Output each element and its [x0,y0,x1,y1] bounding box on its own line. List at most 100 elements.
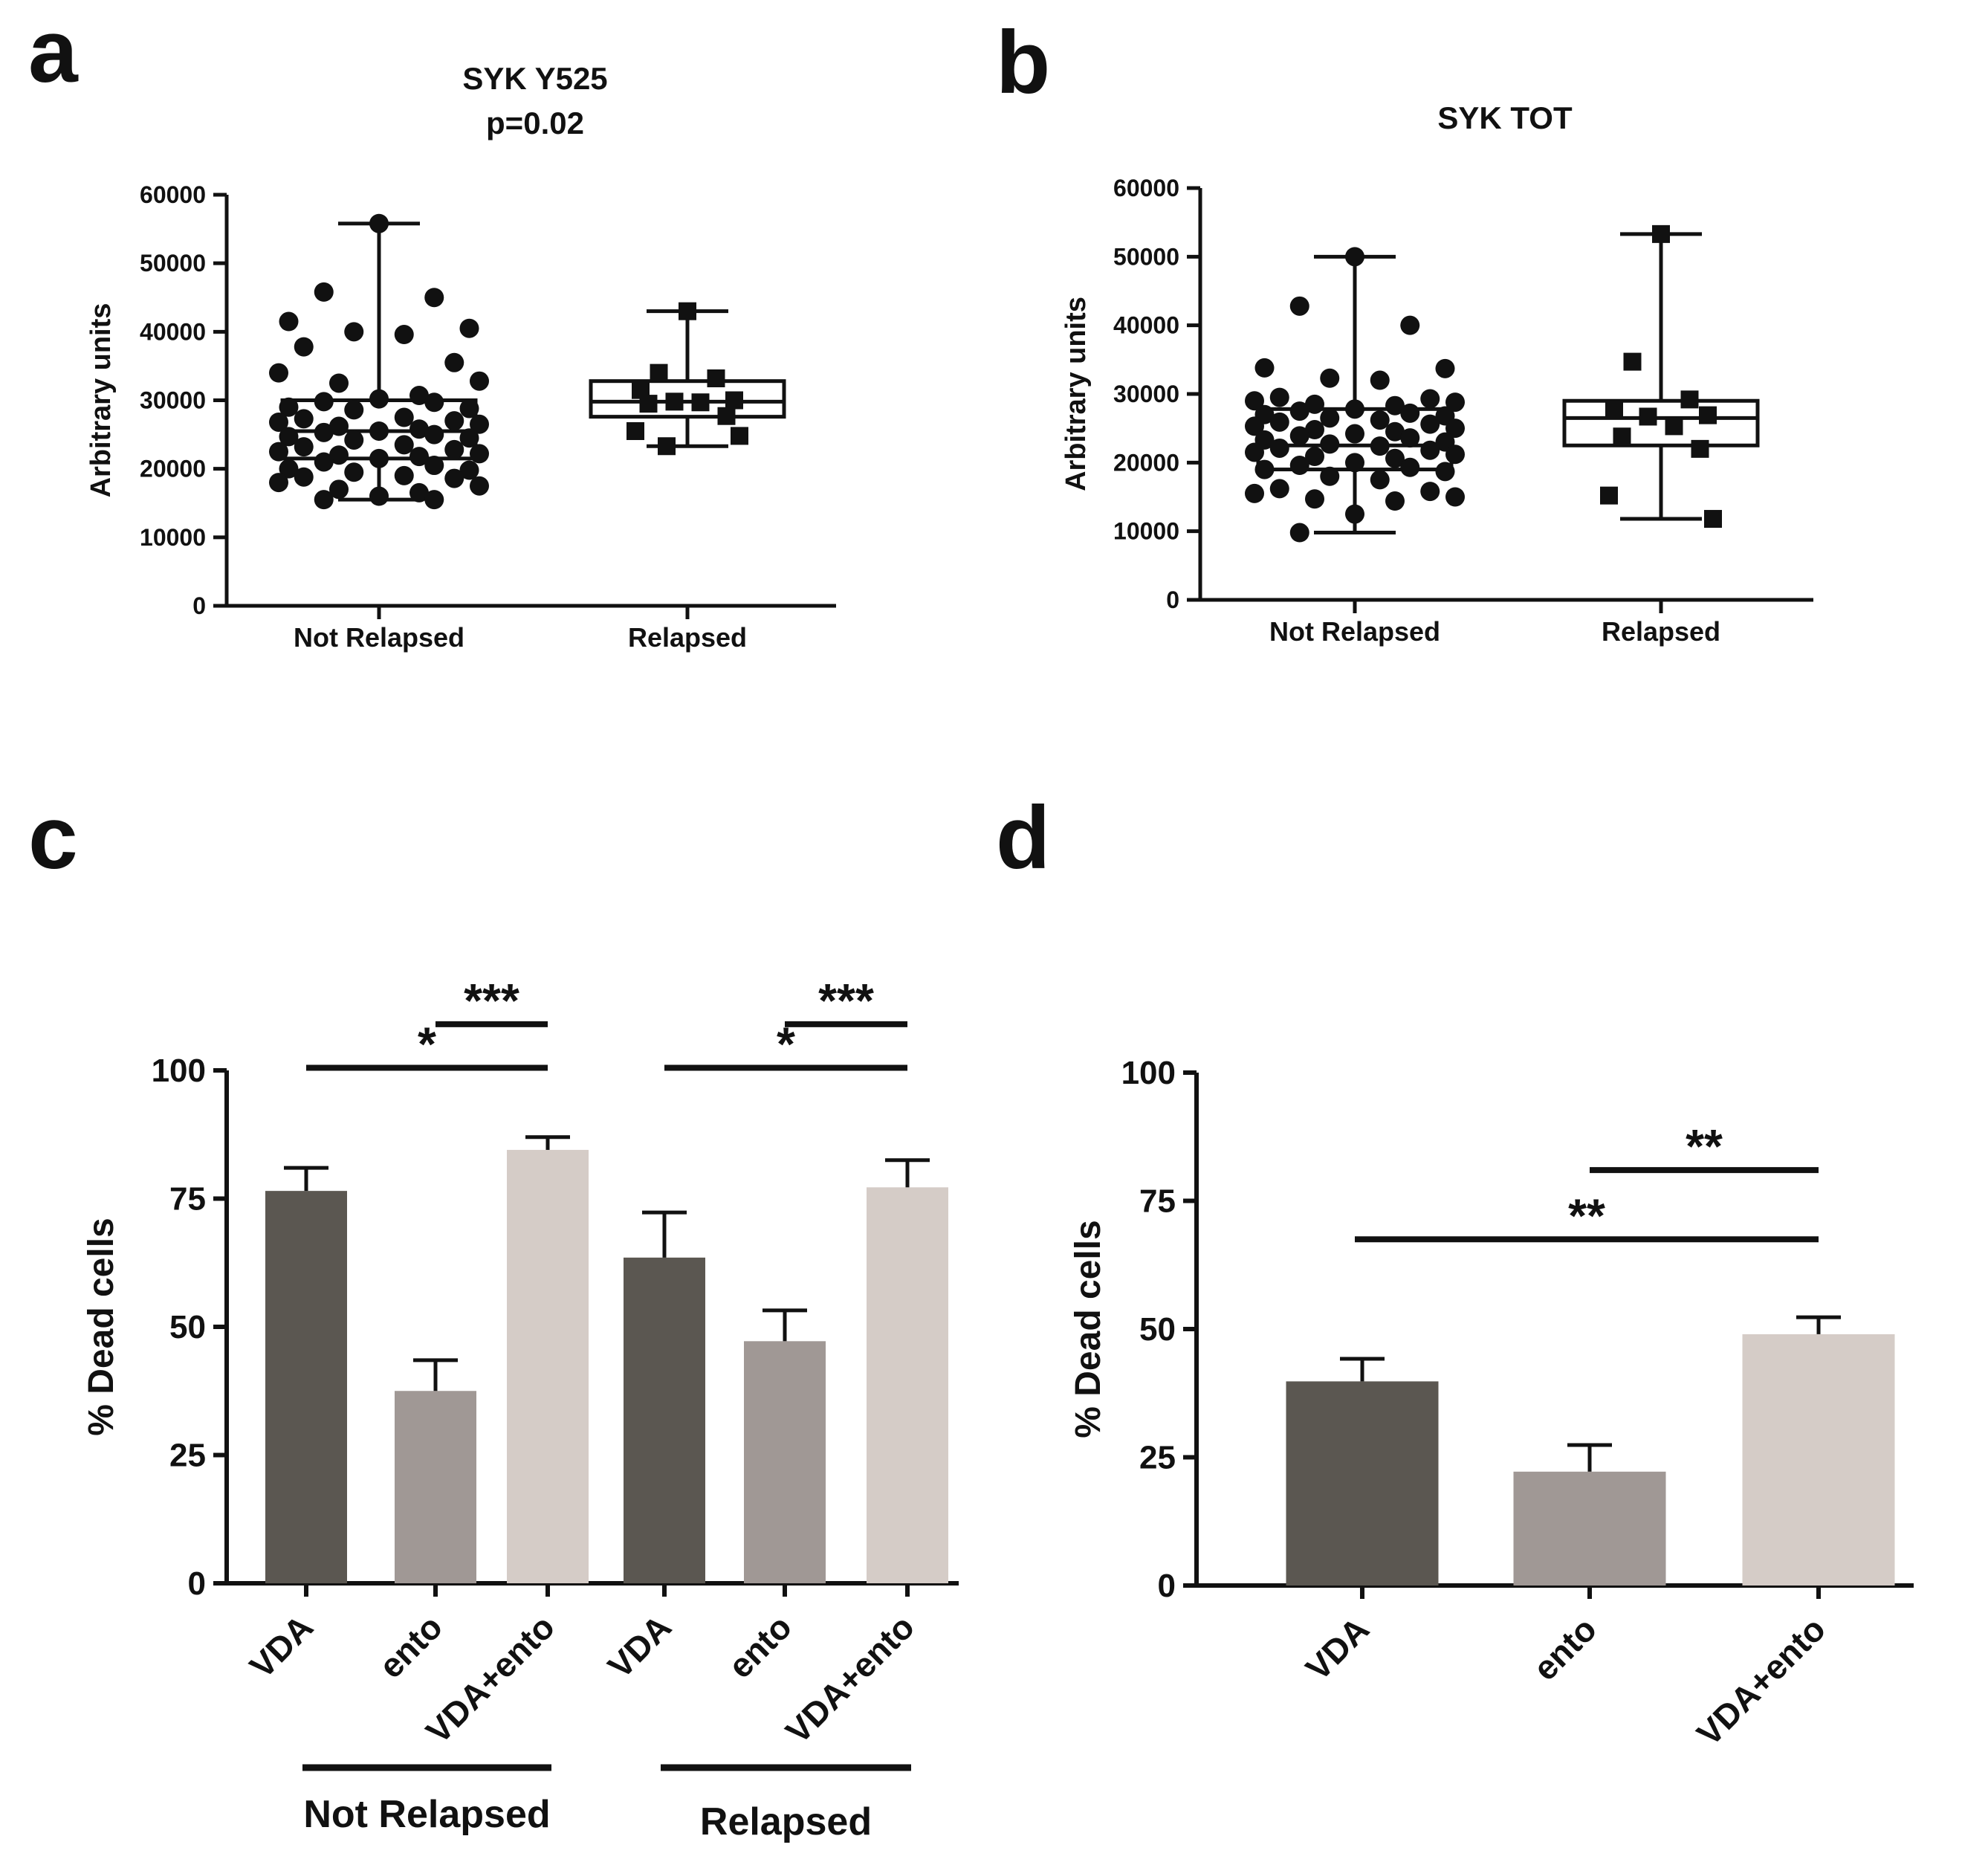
y-axis-label: Arbitrary units [1061,297,1092,491]
data-point [294,437,314,457]
x-tick-label: Relapsed [1602,616,1720,647]
data-point [679,302,696,320]
y-tick-label: 50 [1139,1311,1176,1348]
x-tick-label: VDA+ento [1689,1609,1833,1753]
data-point [409,447,429,467]
data-point [369,421,389,441]
data-point [1699,406,1717,424]
data-point [1385,421,1405,442]
data-point [470,476,489,496]
data-point [1639,407,1657,426]
data-point [1445,418,1465,439]
x-tick-label: ento [372,1607,450,1685]
y-tick-label: 100 [152,1053,206,1089]
y-tick-label: 0 [1166,586,1179,613]
data-point [1370,370,1390,390]
x-tick-label: VDA [1298,1609,1376,1687]
data-point [269,442,288,462]
bar [265,1191,347,1583]
y-tick-label: 0 [192,592,206,619]
y-tick-label: 20000 [140,456,206,482]
data-point [329,445,349,465]
y-tick-label: 0 [1158,1568,1176,1604]
y-tick-label: 75 [1139,1183,1176,1220]
data-point [658,437,676,456]
significance-label: *** [464,974,519,1027]
panel-a: a SYK Y525 p=0.02 0 10000 20000 30000 40000 5000… [28,1,836,653]
data-point [369,448,389,468]
data-point [1289,426,1309,446]
data-point [1445,392,1465,413]
data-point [279,311,299,332]
y-tick-label: 50000 [140,250,206,277]
data-point [1254,358,1275,378]
data-point [314,452,334,472]
data-point [269,412,288,432]
data-point [279,397,299,417]
y-tick-label: 60000 [1113,175,1179,201]
data-point [344,322,364,342]
panel-letter: a [28,1,79,101]
panel-letter: c [28,788,78,888]
data-point [707,369,725,388]
data-point [1305,394,1324,414]
data-point [1420,414,1440,434]
data-point [1254,459,1275,479]
data-point [314,422,334,442]
data-point [1385,491,1405,511]
data-point [1400,315,1420,335]
data-point [1385,395,1405,416]
data-point [269,473,288,493]
y-tick-label: 20000 [1113,449,1179,476]
data-point [294,467,314,487]
data-point [409,386,429,406]
data-point [279,459,299,479]
data-point [1289,523,1309,543]
significance-label: *** [818,974,874,1027]
data-point [329,479,349,500]
y-tick-label: 25 [1139,1440,1176,1476]
data-point [424,392,444,413]
data-point [691,393,710,412]
x-tick-label: VDA [600,1607,679,1685]
bar [867,1187,948,1583]
data-point [314,392,334,412]
box-iqr [1562,398,1760,447]
significance-label: ** [1568,1189,1605,1242]
data-point [470,444,489,464]
y-axis-label: Arbitrary units [85,303,117,498]
data-point [369,389,389,409]
x-tick-label: VDA [242,1607,320,1685]
data-point [1435,358,1455,378]
bar [395,1391,476,1583]
y-axis-label: % Dead cells [1069,1220,1108,1438]
data-point [344,400,364,420]
data-point [1400,457,1420,477]
data-point [294,337,314,357]
data-point [1600,486,1618,505]
data-point [1385,448,1405,468]
data-point [344,430,364,450]
data-point [1345,453,1364,473]
y-tick-label: 25 [169,1438,206,1474]
data-point [329,416,349,436]
x-tick-label: Not Relapsed [1269,616,1440,647]
y-tick-label: 40000 [1113,312,1179,339]
significance-label: * [777,1018,795,1071]
data-point [470,371,489,391]
data-point [639,395,658,413]
data-point [444,352,464,372]
bar [744,1341,826,1583]
x-tick-label: Relapsed [628,622,747,653]
data-point [394,435,414,455]
x-tick-label: VDA+ento [778,1607,922,1751]
y-tick-label: 75 [169,1181,206,1218]
data-point [444,411,464,431]
data-point [344,462,364,482]
data-point [1704,510,1722,529]
bar [1742,1334,1895,1586]
data-point [725,391,743,410]
data-point [1289,456,1309,476]
box-iqr [589,379,786,419]
